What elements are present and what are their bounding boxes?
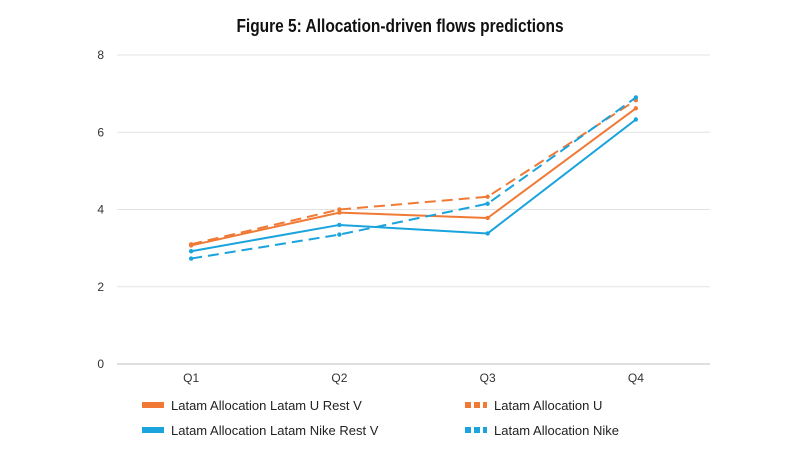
series-lines (188, 95, 639, 261)
legend-label: Latam Allocation Latam U Rest V (171, 398, 362, 413)
data-point (633, 117, 639, 122)
data-point (633, 106, 639, 111)
series-3 (188, 117, 639, 254)
chart-title: Figure 5: Allocation-driven flows predic… (236, 16, 564, 36)
data-point (485, 215, 490, 221)
legend: Latam Allocation Latam U Rest V Latam All… (142, 398, 619, 438)
data-point (485, 231, 490, 236)
y-axis-tick-labels: 0 2 4 6 8 (97, 48, 104, 371)
legend-label: Latam Allocation U (494, 398, 602, 413)
x-axis-tick-labels: Q1 Q2 Q3 Q4 (183, 371, 644, 385)
data-point (633, 95, 639, 100)
legend-item: Latam Allocation Latam U Rest V (142, 398, 362, 413)
y-tick-label: 6 (97, 125, 104, 139)
data-point (485, 201, 490, 206)
data-point (337, 232, 342, 237)
y-tick-label: 4 (97, 203, 104, 217)
series-line (190, 99, 637, 246)
x-tick-label: Q4 (628, 371, 644, 385)
legend-label: Latam Allocation Nike (494, 423, 619, 438)
series-4 (188, 95, 639, 261)
data-point (337, 210, 342, 215)
series-line (190, 118, 637, 253)
legend-item: Latam Allocation Nike (465, 423, 619, 438)
y-tick-label: 8 (97, 48, 104, 62)
series-line (190, 107, 637, 247)
legend-item: Latam Allocation Latam Nike Rest V (142, 423, 379, 438)
x-tick-label: Q1 (183, 371, 199, 385)
y-tick-label: 2 (97, 280, 104, 294)
data-point (188, 249, 194, 254)
legend-item: Latam Allocation U (465, 398, 602, 413)
series-line (190, 96, 637, 260)
x-tick-label: Q3 (480, 371, 496, 385)
y-tick-label: 0 (97, 357, 104, 371)
data-point (337, 207, 342, 212)
x-tick-label: Q2 (331, 371, 347, 385)
series-2 (188, 97, 639, 247)
data-point (337, 222, 342, 228)
series-1 (188, 106, 639, 248)
legend-label: Latam Allocation Latam Nike Rest V (171, 423, 379, 438)
data-point (188, 242, 194, 247)
grid-lines (117, 54, 710, 365)
data-point (485, 194, 490, 199)
data-point (188, 256, 194, 261)
